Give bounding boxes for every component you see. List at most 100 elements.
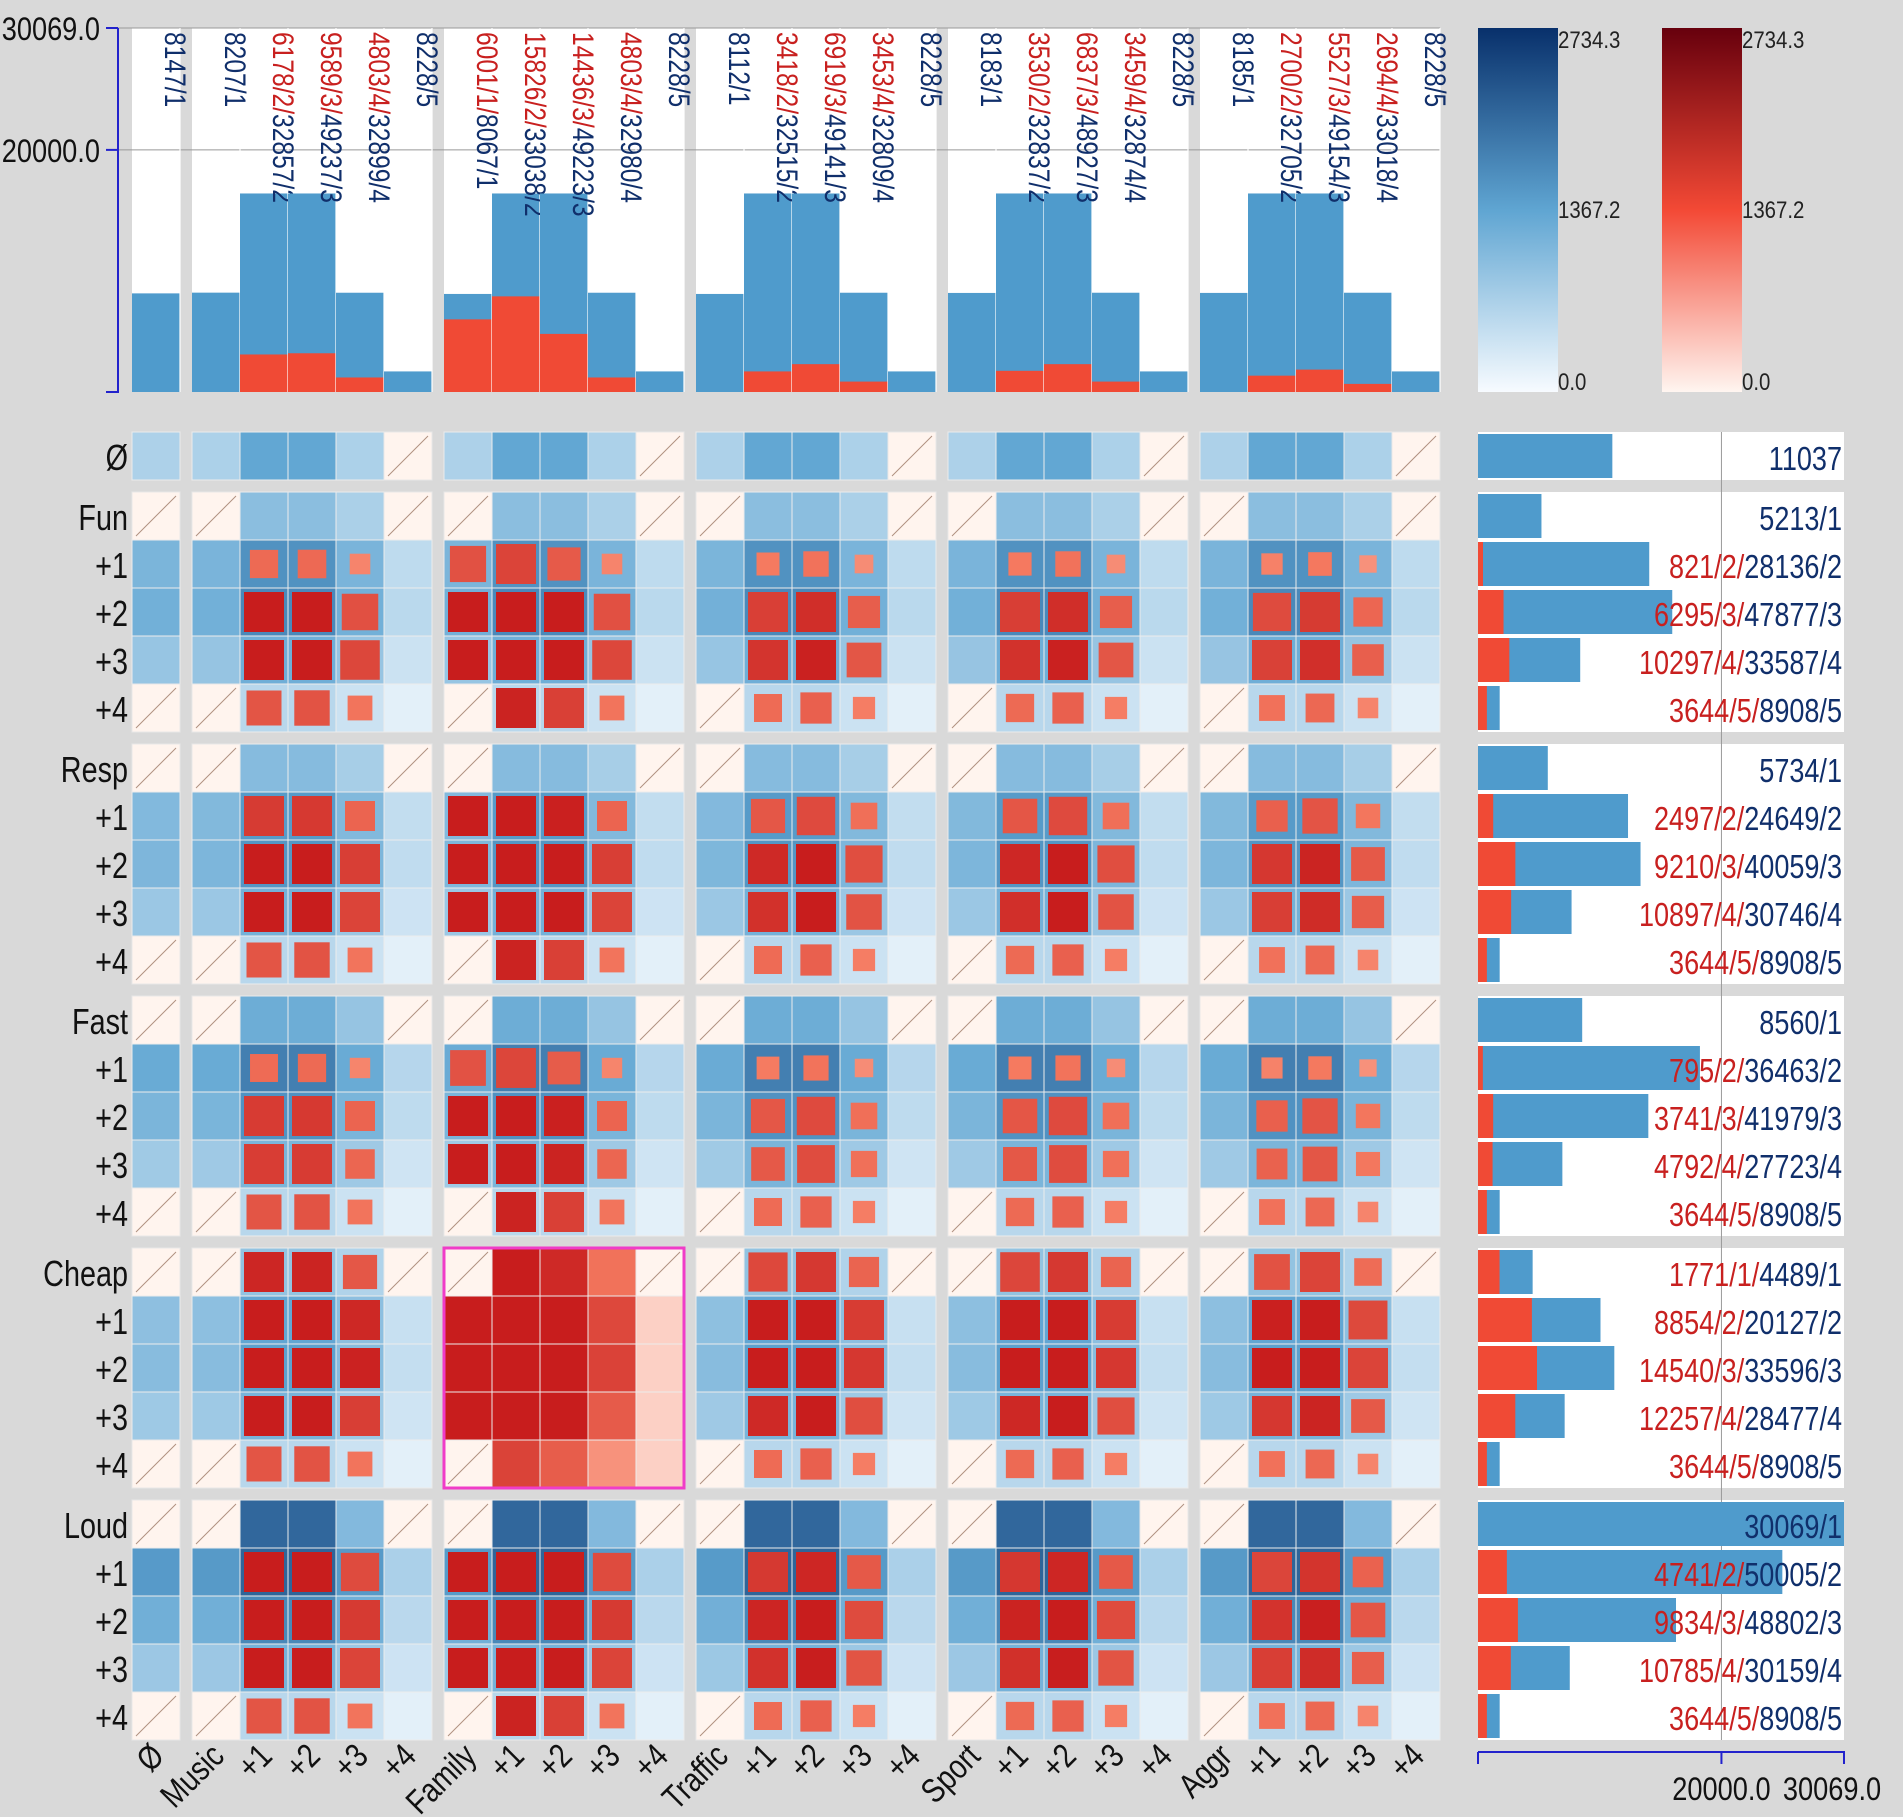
heatmap-cell: [1139, 1391, 1189, 1441]
column-bar-total: [1044, 193, 1092, 392]
heatmap-cell: [1199, 1343, 1249, 1393]
row-red-count: 3644/5/: [1669, 946, 1760, 982]
heatmap-cell-red-marker: [496, 1696, 536, 1736]
heatmap-cell: [791, 995, 841, 1045]
heatmap-cell: [1199, 635, 1249, 685]
empty-cell-slash: [447, 747, 489, 789]
heatmap-cell-red-marker: [294, 1194, 330, 1230]
column-bar-total: [948, 292, 996, 392]
empty-cell-slash: [951, 687, 993, 729]
heatmap-cell-red-marker: [599, 1703, 625, 1729]
heatmap-cell: [791, 491, 841, 541]
heatmap-cell-red-marker: [496, 940, 536, 980]
heatmap-cell-red-marker: [292, 1348, 332, 1388]
heatmap-cell-red-marker: [844, 1300, 884, 1340]
empty-cell-slash: [195, 999, 237, 1041]
heatmap-cell-red-marker: [345, 1101, 375, 1131]
column-count-label: 6178/2/32857/2: [266, 32, 300, 203]
row-count-label: 9834/3/48802/3: [1654, 1606, 1842, 1642]
column-bar-total: [192, 292, 240, 392]
heatmap-cell: [191, 587, 241, 637]
heatmap-cell: [1139, 791, 1189, 841]
heatmap-cell: [887, 1139, 937, 1189]
column-blue-count: 8185/1: [1226, 32, 1260, 107]
heatmap-cell: [947, 1595, 997, 1645]
row-label: +1: [95, 545, 128, 586]
heatmap-cell: [695, 791, 745, 841]
column-blue-count: 32705/2: [1274, 114, 1308, 203]
red-legend-label-max: 2734.3: [1742, 26, 1804, 53]
heatmap-cell-red-marker: [244, 640, 284, 680]
heatmap-cell: [383, 1643, 433, 1693]
heatmap-cell: [383, 1043, 433, 1093]
heatmap-cell: [887, 887, 937, 937]
row-blue-count: 47877/3: [1744, 598, 1842, 634]
empty-cell-slash: [1203, 687, 1245, 729]
column-blue-count: 8067/1: [470, 114, 504, 189]
column-count-label: 8183/1: [974, 32, 1008, 107]
row-label: Fun: [78, 497, 128, 538]
heatmap-cell-red-marker: [748, 1252, 788, 1292]
column-bar-total: [1296, 193, 1344, 392]
heatmap-cell: [287, 491, 337, 541]
red-legend-label-mid: 1367.2: [1742, 196, 1804, 223]
heatmap-cell-red-marker: [1048, 1300, 1088, 1340]
heatmap-cell-red-marker: [292, 796, 332, 836]
empty-cell-slash: [1395, 747, 1437, 789]
heatmap-cell: [131, 1295, 181, 1345]
row-blue-count: 8908/5: [1759, 1198, 1842, 1234]
row-label: +4: [95, 941, 128, 982]
heatmap-cell-red-marker: [1305, 1449, 1335, 1479]
heatmap-cell-red-marker: [496, 688, 536, 728]
heatmap-cell: [743, 431, 793, 481]
blue-legend-gradient: [1478, 28, 1558, 392]
heatmap-cell-red-marker: [1106, 554, 1126, 574]
row-bar-red: [1478, 638, 1510, 682]
column-red-count: 3418/2/: [770, 32, 804, 114]
column-count-label: 2700/2/32705/2: [1274, 32, 1308, 203]
heatmap-cell: [635, 1643, 685, 1693]
row-count-label: 795/2/36463/2: [1669, 1054, 1842, 1090]
empty-cell-slash: [195, 1191, 237, 1233]
row-blue-count: 24649/2: [1744, 802, 1842, 838]
column-label: Traffic: [655, 1736, 736, 1817]
empty-cell-slash: [699, 1695, 741, 1737]
heatmap-cell-red-marker: [1300, 1348, 1340, 1388]
row-count-label: 10785/4/30159/4: [1639, 1654, 1842, 1690]
heatmap-cell: [287, 1499, 337, 1549]
column-red-count: 6178/2/: [266, 32, 300, 114]
heatmap-cell: [1391, 1691, 1441, 1741]
row-label: +3: [95, 1397, 128, 1438]
column-count-label: 8228/5: [662, 32, 696, 107]
empty-cell-slash: [639, 1251, 681, 1293]
row-red-count: 10897/4/: [1639, 898, 1745, 934]
column-bar-red: [1248, 375, 1296, 392]
column-count-label: 3530/2/32837/2: [1022, 32, 1056, 203]
row-red-count: 10785/4/: [1639, 1654, 1745, 1690]
heatmap-cell-red-marker: [1353, 597, 1383, 627]
column-label: +1: [734, 1736, 784, 1786]
heatmap-cell: [887, 1547, 937, 1597]
heatmap-cell: [383, 1547, 433, 1597]
heatmap-cell-red-marker: [756, 552, 780, 576]
heatmap-cell-red-marker: [496, 1648, 536, 1688]
heatmap-cell-red-marker: [754, 1450, 782, 1478]
column-count-label: 8147/1: [158, 32, 192, 107]
empty-cell-slash: [387, 747, 429, 789]
heatmap-cell-red-marker: [845, 1397, 883, 1435]
column-label: +1: [986, 1736, 1036, 1786]
column-bar-total: [1092, 292, 1140, 392]
heatmap-cell: [539, 1343, 589, 1393]
row-count-label: 10297/4/33587/4: [1639, 646, 1842, 682]
heatmap-cell: [887, 1391, 937, 1441]
heatmap-cell-red-marker: [349, 1057, 371, 1079]
column-count-label: 8207/1: [218, 32, 252, 107]
heatmap-cell-red-marker: [748, 892, 788, 932]
empty-cell-slash: [639, 495, 681, 537]
row-label: +1: [95, 1553, 128, 1594]
heatmap-cell-red-marker: [244, 1600, 284, 1640]
column-bar-red: [444, 319, 492, 392]
column-bar-total: [132, 293, 180, 392]
heatmap-cell-red-marker: [544, 1144, 584, 1184]
empty-cell-slash: [699, 1443, 741, 1485]
